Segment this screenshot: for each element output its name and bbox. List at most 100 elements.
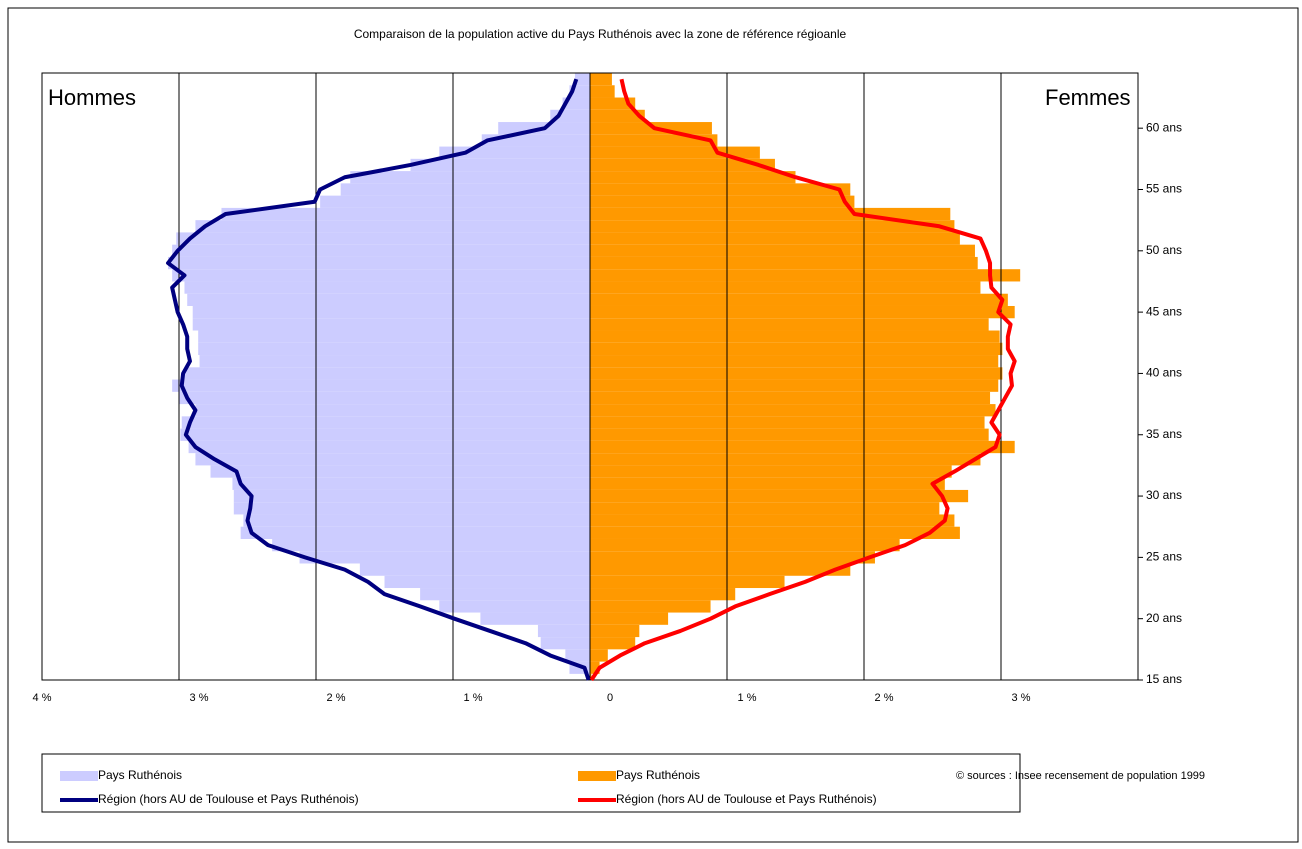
legend-label: Région (hors AU de Toulouse et Pays Ruth… xyxy=(616,792,877,806)
bar xyxy=(221,207,590,221)
bar xyxy=(439,600,590,613)
bar xyxy=(590,281,981,294)
bar xyxy=(590,293,1008,306)
y-tick-label: 60 ans xyxy=(1146,120,1182,134)
bar xyxy=(565,649,590,662)
y-tick-label: 55 ans xyxy=(1146,182,1182,196)
bar xyxy=(184,367,591,380)
bar xyxy=(590,391,991,405)
source: © sources : Insee recensement de populat… xyxy=(956,770,1205,782)
bar xyxy=(192,305,590,319)
bar xyxy=(590,637,636,650)
bar xyxy=(590,85,615,98)
bar xyxy=(320,195,590,208)
legend-swatch xyxy=(60,771,98,781)
bar xyxy=(590,465,952,478)
bar xyxy=(590,158,775,172)
bar xyxy=(384,575,590,589)
y-tick-label: 50 ans xyxy=(1146,243,1182,257)
x-tick-label: 1 % xyxy=(738,692,757,704)
bar xyxy=(590,342,1003,356)
x-tick-label: 1 % xyxy=(464,692,483,704)
bar xyxy=(590,649,608,662)
bar xyxy=(590,379,999,392)
bar xyxy=(180,428,590,441)
bar xyxy=(168,256,591,270)
bar xyxy=(574,73,590,86)
bar xyxy=(590,73,612,86)
y-tick-label: 20 ans xyxy=(1146,611,1182,625)
bar xyxy=(184,281,591,294)
bar xyxy=(590,661,600,674)
x-tick-label: 3 % xyxy=(190,692,209,704)
bar xyxy=(198,330,590,343)
bar xyxy=(590,453,981,466)
x-tick-label: 2 % xyxy=(875,692,894,704)
bar xyxy=(233,502,591,515)
x-tick-label: 3 % xyxy=(1012,692,1031,704)
bar xyxy=(590,355,999,368)
bar xyxy=(233,489,591,503)
bar xyxy=(195,220,590,233)
legend-label: Pays Ruthénois xyxy=(98,768,182,782)
bar xyxy=(410,158,590,172)
bar xyxy=(590,612,669,625)
bar xyxy=(590,600,711,613)
bar xyxy=(176,232,590,245)
y-tick-label: 15 ans xyxy=(1146,672,1182,686)
bar xyxy=(299,551,590,564)
bar xyxy=(198,342,590,356)
bar xyxy=(181,416,591,429)
legend-label: Pays Ruthénois xyxy=(616,768,700,782)
y-tick-label: 30 ans xyxy=(1146,488,1182,502)
bar xyxy=(590,256,978,270)
series-line xyxy=(589,78,1017,682)
bar xyxy=(590,551,875,564)
bar xyxy=(272,538,590,552)
bar xyxy=(187,293,590,306)
bar xyxy=(199,355,591,368)
bar xyxy=(590,428,989,441)
bar xyxy=(172,379,590,392)
x-tick-label: 0 xyxy=(607,692,613,704)
y-tick-label: 40 ans xyxy=(1146,366,1182,380)
bar xyxy=(590,134,718,147)
bar xyxy=(590,563,851,576)
x-tick-label: 2 % xyxy=(327,692,346,704)
bar xyxy=(590,673,592,680)
bar xyxy=(590,109,645,123)
bar xyxy=(590,305,1015,319)
bar xyxy=(590,502,940,515)
y-tick-label: 45 ans xyxy=(1146,304,1182,318)
bar xyxy=(590,416,985,429)
bar xyxy=(439,146,590,159)
frame xyxy=(7,7,1299,843)
bar xyxy=(590,97,636,110)
bar xyxy=(590,318,989,331)
bar xyxy=(188,440,590,454)
bar xyxy=(359,563,590,576)
bar xyxy=(590,489,969,503)
bar xyxy=(232,477,590,490)
bar xyxy=(172,244,590,257)
bar xyxy=(590,269,1021,282)
bar xyxy=(540,637,590,650)
left-label: Hommes xyxy=(48,85,136,110)
bar xyxy=(590,244,975,257)
right-label: Femmes xyxy=(1045,85,1131,110)
bar xyxy=(195,404,590,417)
bar xyxy=(590,440,1015,454)
bar xyxy=(537,624,590,638)
bar xyxy=(590,514,955,527)
bar xyxy=(172,269,590,282)
chart-title: Comparaison de la population active du P… xyxy=(354,27,847,41)
bar xyxy=(562,97,590,110)
bar xyxy=(590,575,785,589)
legend xyxy=(41,753,1021,813)
bar xyxy=(590,330,1000,343)
bar xyxy=(590,171,796,184)
bar xyxy=(590,207,951,221)
y-tick-label: 25 ans xyxy=(1146,550,1182,564)
